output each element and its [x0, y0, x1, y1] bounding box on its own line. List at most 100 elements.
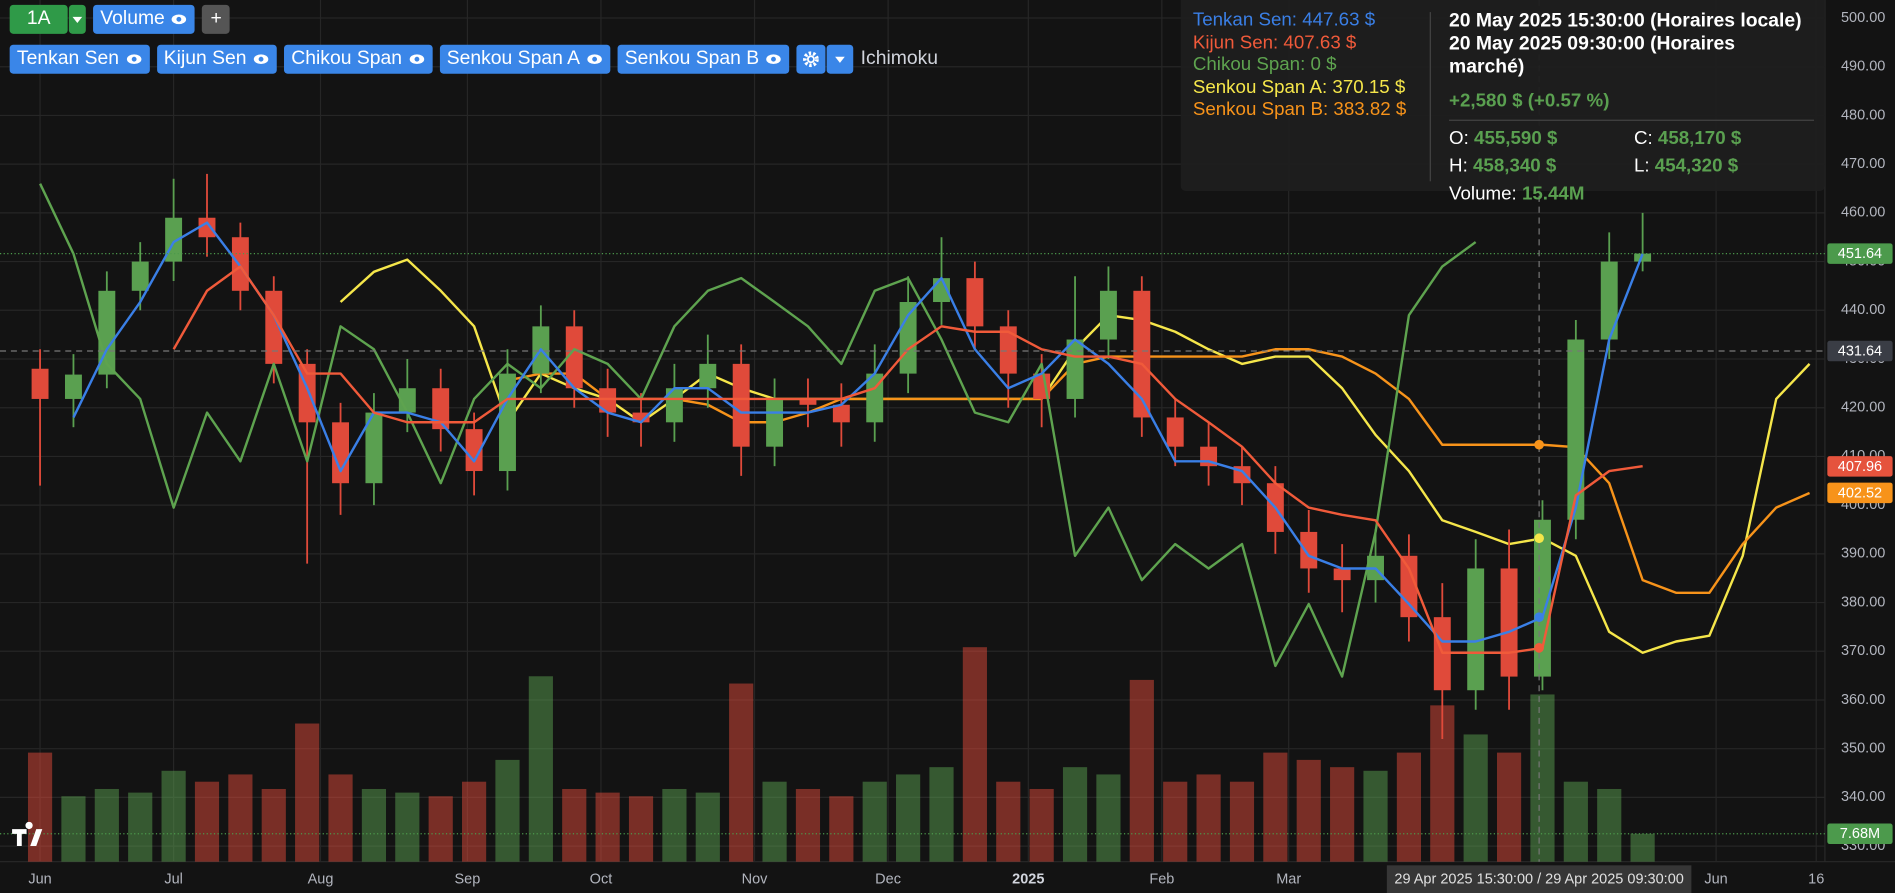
- x-tick-label: Mar: [1276, 872, 1301, 888]
- x-tick-label: Dec: [875, 872, 901, 888]
- ohlc: O: 455,590 $ C: 458,170 $ H: 458,340 $ L: 4…: [1449, 128, 1814, 178]
- indicator-chip[interactable]: Kijun Sen: [156, 44, 277, 74]
- volume-row: Volume: 15.44M: [1449, 184, 1814, 206]
- x-tick-label: Jul: [164, 872, 183, 888]
- indicator-chip[interactable]: Chikou Span: [284, 44, 433, 74]
- crosshair-tag-label: 29 Apr 2025 15:30:00 / 29 Apr 2025 09:30…: [1394, 872, 1683, 888]
- candle-body: [1166, 417, 1184, 447]
- ohlc-value: 458,170 $: [1657, 128, 1742, 149]
- gear-icon: [803, 51, 819, 68]
- volume-tag: [1827, 823, 1893, 845]
- eye-icon: [409, 54, 424, 65]
- volume-bar: [495, 759, 520, 862]
- volume-bar: [1163, 781, 1188, 862]
- toolbar: 1A Volume +: [9, 4, 231, 34]
- volume-bar: [962, 647, 987, 862]
- volume-button[interactable]: Volume: [93, 4, 196, 34]
- volume-bar: [795, 788, 821, 862]
- volume-bar: [1296, 759, 1321, 862]
- candle-body: [832, 404, 850, 423]
- volume-value: 15.44M: [1521, 183, 1585, 205]
- crosshair-dot: [1534, 612, 1544, 623]
- interval-dropdown[interactable]: [68, 4, 86, 34]
- ohlc-key: L:: [1633, 155, 1650, 177]
- candle-body: [1099, 290, 1117, 340]
- y-tick-label: 370.00: [1841, 643, 1885, 659]
- legend-entry: Senkou Span A: 370.15 $: [1192, 76, 1406, 98]
- candle-body: [1534, 519, 1551, 677]
- logo: [12, 821, 43, 846]
- market-time: 20 May 2025 09:30:00 (Horaires marché): [1449, 33, 1735, 78]
- volume-bar: [194, 781, 220, 862]
- y-tick-label: 480.00: [1841, 107, 1885, 123]
- tooltip-legend: Tenkan Sen: 447.63 $ Kijun Sen: 407.63 $ C…: [1193, 10, 1407, 122]
- candle-body: [465, 429, 483, 472]
- price-tag: [1827, 243, 1893, 264]
- volume-bar: [428, 796, 453, 862]
- volume-bar: [1196, 774, 1221, 862]
- ohlc-item: L: 454,320 $: [1634, 156, 1815, 178]
- price-tag: [1827, 456, 1893, 477]
- eye-icon: [253, 54, 269, 65]
- candle-body: [1066, 339, 1084, 399]
- interval-button[interactable]: 1A: [9, 4, 68, 34]
- ohlc-key: H:: [1449, 155, 1468, 177]
- settings-group: [796, 44, 854, 74]
- ohlc-key: C:: [1633, 128, 1653, 149]
- volume-bar: [1563, 781, 1588, 862]
- candle-body: [565, 326, 583, 389]
- indicator-name: Kijun Sen: [163, 48, 247, 69]
- indicator-chip[interactable]: Senkou Span B: [617, 44, 790, 74]
- volume-bar: [261, 788, 286, 862]
- volume-bar: [1597, 788, 1622, 862]
- volume-bar: [729, 683, 754, 862]
- candle-body: [1500, 568, 1518, 677]
- candle-body: [64, 374, 82, 399]
- volume-bar: [1129, 679, 1154, 862]
- x-tick-label: Jun: [1704, 872, 1727, 888]
- crosshair-dot: [1534, 533, 1544, 544]
- volume-bar: [762, 781, 787, 862]
- y-tick-label: 470.00: [1841, 156, 1885, 172]
- indicator-chip[interactable]: Tenkan Sen: [9, 44, 150, 74]
- y-tick-label: 390.00: [1841, 546, 1885, 562]
- volume-bar: [1463, 734, 1488, 862]
- add-button[interactable]: +: [202, 4, 231, 34]
- volume-bar: [161, 770, 186, 862]
- y-tick-label: 340.00: [1841, 789, 1885, 805]
- volume-bar: [295, 723, 320, 862]
- indicator-chip[interactable]: Senkou Span A: [439, 44, 611, 74]
- candle-body: [1634, 253, 1652, 262]
- crosshair-dot: [1534, 643, 1544, 653]
- eye-icon: [126, 54, 141, 65]
- volume-bar: [462, 781, 487, 862]
- volume-bar: [829, 796, 854, 862]
- volume-bar: [1229, 781, 1255, 862]
- volume-bar: [862, 781, 887, 862]
- change: +2,580 $ (+0.57 %): [1449, 90, 1610, 112]
- volume-bar: [1029, 788, 1054, 862]
- candle-body: [632, 412, 650, 423]
- y-tick-label: 420.00: [1841, 400, 1885, 416]
- divider: [1449, 119, 1815, 121]
- volume-bar: [61, 796, 86, 862]
- candle-body: [1400, 555, 1418, 618]
- candle-body: [1133, 290, 1151, 418]
- indicator-group: Ichimoku: [860, 48, 939, 69]
- ohlc-item: O: 455,590 $: [1449, 128, 1634, 150]
- y-tick-label: 360.00: [1841, 692, 1885, 708]
- tooltip: Tenkan Sen: 447.63 $ Kijun Sen: 407.63 $ C…: [1180, 0, 1825, 204]
- volume-tag-label: 7.68M: [1840, 826, 1880, 842]
- ohlc-value: 454,320 $: [1654, 155, 1739, 177]
- candle-body: [599, 388, 617, 413]
- indicator-bar: Tenkan Sen Kijun Sen Chikou Span Senkou Spa…: [9, 44, 939, 74]
- settings-dropdown[interactable]: [826, 44, 854, 74]
- candle-body: [365, 412, 383, 484]
- volume-bar: [361, 788, 387, 862]
- y-tick-label: 500.00: [1841, 10, 1885, 26]
- x-tick-label: Nov: [742, 872, 769, 888]
- settings-button[interactable]: [796, 44, 826, 74]
- volume-bar: [929, 767, 954, 862]
- candle-body: [1600, 261, 1618, 340]
